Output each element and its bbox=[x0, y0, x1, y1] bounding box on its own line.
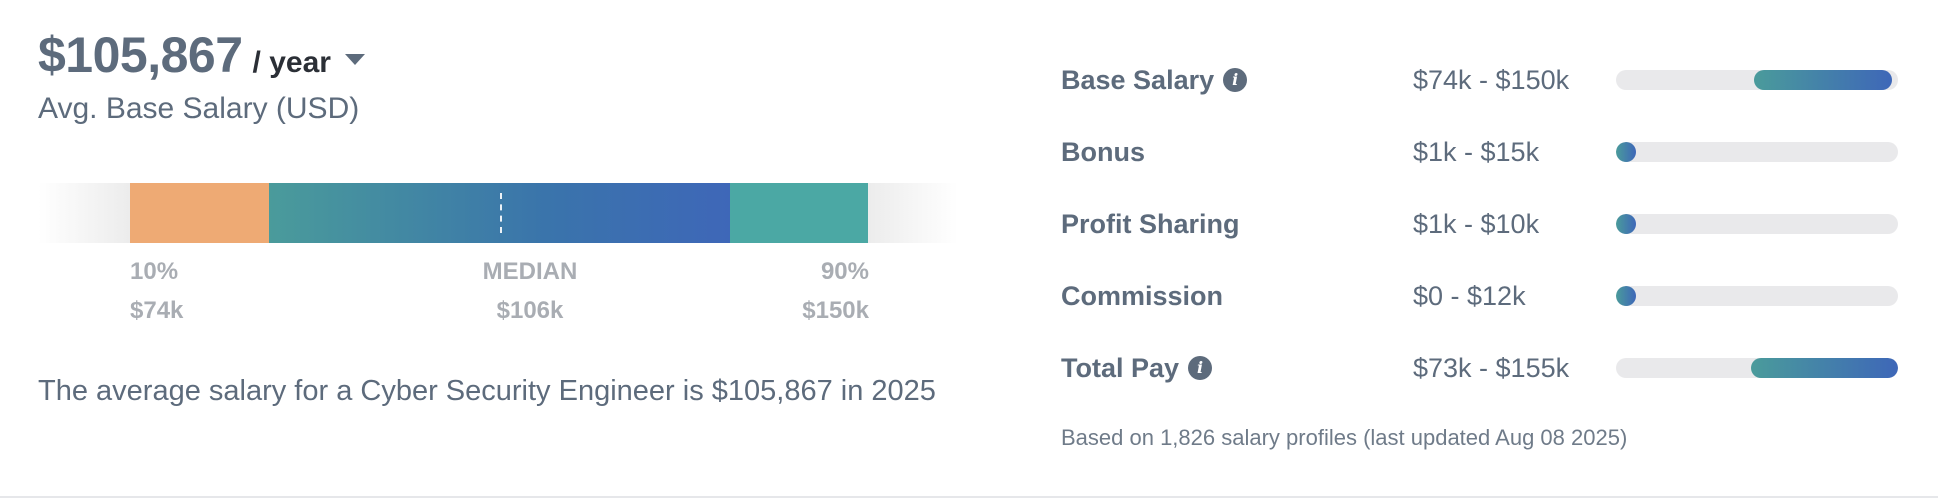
pay-row-base-salary: Base Salary i $74k - $150k bbox=[1061, 60, 1901, 100]
range-fade-right bbox=[868, 183, 958, 243]
range-fade-left bbox=[38, 183, 130, 243]
pay-row-label: Bonus bbox=[1061, 136, 1145, 167]
pay-row-label: Total Pay bbox=[1061, 352, 1180, 383]
pay-row-range: $73k - $155k bbox=[1413, 353, 1570, 383]
salary-overview: $105,867 / year Avg. Base Salary (USD) 1… bbox=[38, 0, 968, 498]
p90-label: 90% bbox=[820, 258, 869, 285]
pay-breakdown: Base Salary i $74k - $150k Bonus $1k - $… bbox=[1061, 0, 1921, 498]
average-salary-amount: $105,867 bbox=[38, 27, 243, 83]
pay-range-track bbox=[1616, 70, 1898, 90]
p10-value: $74k bbox=[130, 297, 184, 324]
pay-range-fill bbox=[1616, 286, 1636, 306]
pay-range-track bbox=[1616, 358, 1898, 378]
divider bbox=[0, 496, 1938, 498]
data-source-footnote: Based on 1,826 salary profiles (last upd… bbox=[1061, 425, 1628, 450]
pay-row-range: $74k - $150k bbox=[1413, 65, 1570, 95]
pay-range-fill bbox=[1616, 142, 1636, 162]
pay-period-selector[interactable]: / year bbox=[252, 46, 331, 79]
median-value: $106k bbox=[496, 297, 564, 324]
info-icon[interactable]: i bbox=[1223, 68, 1248, 92]
pay-range-fill bbox=[1751, 358, 1898, 378]
pay-range-track bbox=[1616, 286, 1898, 306]
pay-range-fill bbox=[1754, 70, 1893, 90]
pay-row-label: Base Salary bbox=[1061, 64, 1215, 95]
info-icon[interactable]: i bbox=[1188, 356, 1213, 380]
p90-value: $150k bbox=[802, 297, 869, 324]
pay-row-commission: Commission $0 - $12k bbox=[1061, 276, 1901, 316]
p10-label: 10% bbox=[130, 258, 179, 285]
pay-range-fill bbox=[1616, 214, 1636, 234]
median-marker bbox=[500, 193, 502, 233]
pay-row-total-pay: Total Pay i $73k - $155k bbox=[1061, 348, 1901, 388]
pay-range-track bbox=[1616, 214, 1898, 234]
pay-row-range: $0 - $12k bbox=[1413, 281, 1526, 311]
range-segment-high bbox=[730, 183, 868, 243]
salary-summary-text: The average salary for a Cyber Security … bbox=[38, 375, 936, 407]
pay-row-bonus: Bonus $1k - $15k bbox=[1061, 132, 1901, 172]
pay-row-range: $1k - $10k bbox=[1413, 209, 1540, 239]
pay-row-label: Commission bbox=[1061, 280, 1224, 311]
salary-headline: $105,867 / year bbox=[38, 26, 365, 84]
range-segment-middle bbox=[269, 183, 730, 243]
median-label: MEDIAN bbox=[482, 258, 578, 285]
range-segment-low bbox=[130, 183, 269, 243]
chevron-down-icon[interactable] bbox=[344, 53, 365, 65]
pay-range-track bbox=[1616, 142, 1898, 162]
pay-row-profit-sharing: Profit Sharing $1k - $10k bbox=[1061, 204, 1901, 244]
pay-row-label: Profit Sharing bbox=[1061, 208, 1240, 239]
salary-range-bar bbox=[38, 183, 958, 243]
pay-row-range: $1k - $15k bbox=[1413, 137, 1540, 167]
salary-subtitle: Avg. Base Salary (USD) bbox=[38, 92, 360, 125]
